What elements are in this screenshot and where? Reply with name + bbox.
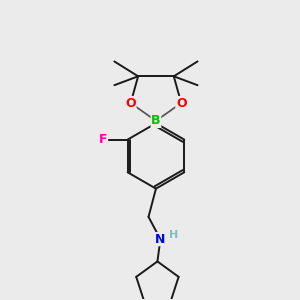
Text: O: O	[125, 97, 136, 110]
Text: B: B	[151, 114, 161, 128]
Text: N: N	[155, 233, 166, 246]
Text: H: H	[169, 230, 178, 240]
Text: F: F	[99, 133, 107, 146]
Text: O: O	[176, 97, 187, 110]
